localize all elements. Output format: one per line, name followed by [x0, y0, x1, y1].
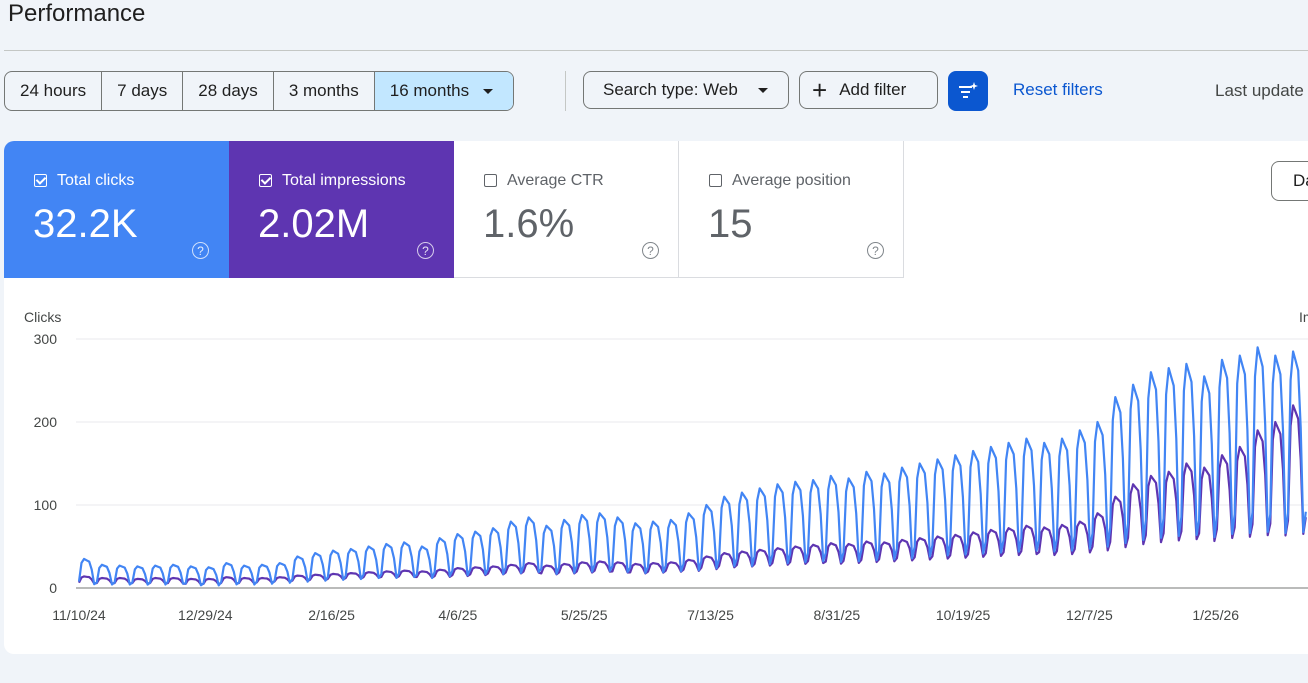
performance-chart: Clicks Im 300 200 100 0 11/10/24 12/29/24 2/16/2…: [24, 309, 1308, 623]
plus-icon: +: [812, 75, 828, 105]
date-range-selector: 24 hours 7 days 28 days 3 months 16 mont…: [4, 71, 515, 111]
help-circle-icon[interactable]: ?: [417, 242, 434, 259]
date-range-16-months[interactable]: 16 months: [374, 72, 514, 110]
metric-label-wrap: Total clicks: [34, 172, 134, 190]
series-line: [77, 346, 1307, 587]
help-circle-icon[interactable]: ?: [642, 242, 659, 259]
add-filter-label: Add filter: [839, 80, 907, 99]
metric-label-wrap: Total impressions: [259, 172, 406, 190]
page-title: Performance: [8, 0, 146, 27]
toolbar: 24 hours 7 days 28 days 3 months 16 mont…: [4, 71, 1308, 111]
x-tick-label: 5/25/25: [561, 607, 608, 623]
toolbar-divider: [565, 71, 566, 111]
y-axis-title-left: Clicks: [24, 309, 61, 325]
checkbox-checked-icon: [259, 174, 272, 187]
x-tick-label: 7/13/25: [687, 607, 734, 623]
add-filter-button[interactable]: + Add filter: [799, 71, 938, 109]
checkbox-checked-icon: [34, 174, 47, 187]
search-type-label: Search type: Web: [603, 80, 738, 99]
chevron-down-icon: [757, 87, 768, 93]
metric-total-clicks[interactable]: Total clicks 32.2K ?: [4, 141, 229, 278]
help-circle-icon[interactable]: ?: [867, 242, 884, 259]
metric-average-position[interactable]: Average position 15 ?: [679, 141, 904, 278]
x-tick-label: 2/16/25: [308, 607, 355, 623]
ai-filter-button[interactable]: [948, 71, 988, 111]
download-button[interactable]: Da: [1271, 161, 1308, 201]
x-tick-label: 12/29/24: [178, 607, 233, 623]
reset-filters-link[interactable]: Reset filters: [1013, 80, 1103, 99]
x-tick-label: 10/19/25: [936, 607, 991, 623]
ai-filter-icon: [959, 82, 978, 98]
last-updated-text: Last update: [1215, 81, 1304, 100]
y-axis-title-right: Im: [1299, 309, 1308, 325]
metric-total-impressions[interactable]: Total impressions 2.02M ?: [229, 141, 454, 278]
date-range-24-hours[interactable]: 24 hours: [5, 72, 103, 110]
checkbox-unchecked-icon: [484, 174, 497, 187]
date-range-7-days[interactable]: 7 days: [102, 72, 184, 110]
checkbox-unchecked-icon: [709, 174, 722, 187]
chevron-down-icon: [483, 88, 494, 94]
title-divider: [4, 50, 1308, 51]
x-tick-label: 1/25/26: [1192, 607, 1239, 623]
metric-value: 1.6%: [483, 202, 575, 246]
search-type-dropdown[interactable]: Search type: Web: [583, 71, 789, 109]
help-circle-icon[interactable]: ?: [192, 242, 209, 259]
x-tick-label: 8/31/25: [813, 607, 860, 623]
metric-label: Total clicks: [57, 172, 135, 189]
metric-label-wrap: Average CTR: [484, 172, 604, 190]
y-tick-label: 300: [34, 331, 58, 347]
metric-label-wrap: Average position: [709, 172, 851, 190]
metric-value: 15: [708, 202, 753, 246]
x-tick-label: 12/7/25: [1066, 607, 1113, 623]
metric-average-ctr[interactable]: Average CTR 1.6% ?: [454, 141, 679, 278]
metric-label: Total impressions: [282, 172, 406, 189]
y-tick-label: 200: [34, 414, 58, 430]
metric-value: 2.02M: [258, 202, 370, 246]
date-range-3-months[interactable]: 3 months: [274, 72, 375, 110]
y-tick-label: 100: [34, 497, 58, 513]
metric-label: Average position: [732, 172, 851, 189]
x-tick-label: 4/6/25: [438, 607, 477, 623]
performance-card: Total clicks 32.2K ? Total impressions 2…: [4, 141, 1308, 654]
series-line: [78, 404, 1307, 586]
x-tick-label: 11/10/24: [52, 607, 106, 623]
metric-value: 32.2K: [33, 202, 138, 246]
date-range-16-months-label: 16 months: [389, 81, 470, 100]
y-tick-label: 0: [49, 580, 57, 596]
metric-label: Average CTR: [507, 172, 604, 189]
date-range-28-days[interactable]: 28 days: [183, 72, 274, 110]
